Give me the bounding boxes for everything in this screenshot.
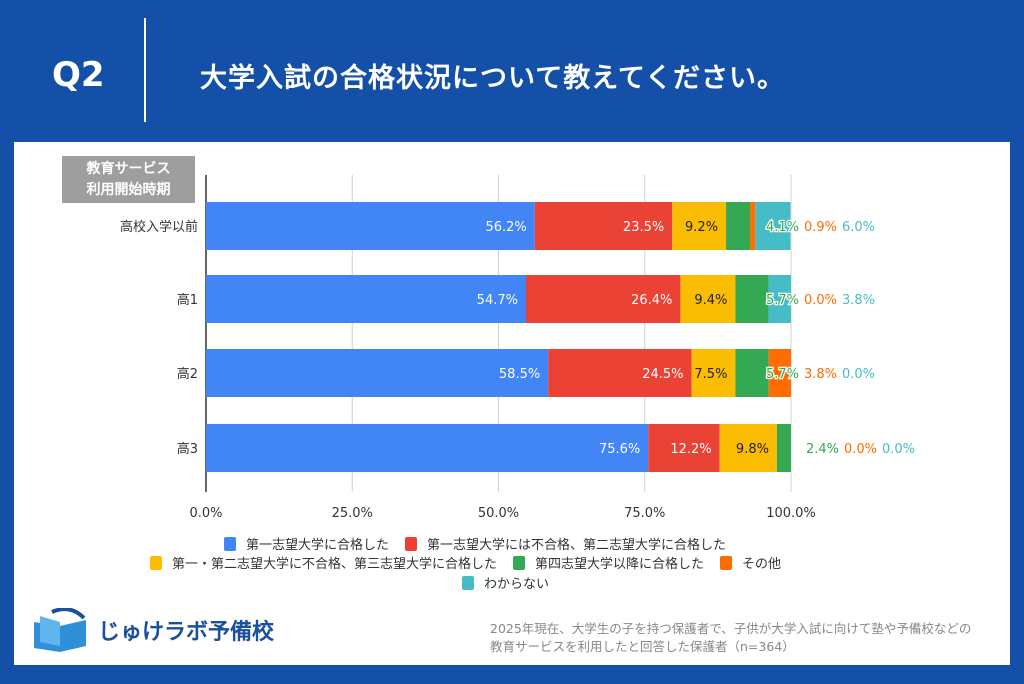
legend-row: 第一志望大学に合格した 第一志望大学には不合格、第二志望大学に合格した <box>224 534 742 553</box>
bar-segment <box>735 349 769 397</box>
bar-segment <box>525 275 681 323</box>
legend-swatch <box>150 555 162 570</box>
data-label: 9.2% <box>685 220 718 235</box>
bar-segment <box>206 275 526 323</box>
bar-segment <box>726 202 751 250</box>
legend-swatch <box>513 555 526 570</box>
bar-segment <box>755 202 791 250</box>
legend-label: 第一・第二志望大学に不合格、第三志望大学に合格した <box>172 557 498 572</box>
legend-item: その他 <box>720 553 781 572</box>
category-label: 高1 <box>177 292 198 308</box>
x-tick-label: 100.0% <box>766 506 816 521</box>
data-label: 23.5% <box>623 220 664 235</box>
legend-item: 第四志望大学以降に合格した <box>513 553 704 572</box>
data-label: 75.6% <box>599 442 640 457</box>
legend-label: わからない <box>484 577 550 592</box>
bar-segment <box>680 275 736 323</box>
data-label: 54.7% <box>477 293 518 308</box>
data-label: 9.8% <box>736 442 769 457</box>
x-tick-label: 0.0% <box>189 506 222 521</box>
data-label: 12.2% <box>670 442 711 457</box>
data-label: 3.8% <box>804 367 837 382</box>
data-label: 24.5% <box>642 367 683 382</box>
legend-label: その他 <box>742 557 782 572</box>
data-label: 4.1% <box>766 220 799 235</box>
legend-row: わからない <box>462 573 565 592</box>
data-label: 0.9% <box>804 220 837 235</box>
legend-label: 第一志望大学には不合格、第二志望大学に合格した <box>427 538 727 553</box>
data-label: 26.4% <box>631 293 672 308</box>
data-label: 2.4% <box>806 442 839 457</box>
logo: じゅけラボ予備校 <box>30 608 274 652</box>
bar-segment <box>750 202 756 250</box>
legend-item: 第一志望大学に合格した <box>224 534 389 553</box>
bar-segment <box>206 424 649 472</box>
bar-segment <box>206 202 535 250</box>
legend-item: わからない <box>462 573 549 592</box>
data-label: 5.7% <box>766 367 799 382</box>
legend-swatch <box>462 575 474 590</box>
legend-label: 第一志望大学に合格した <box>246 538 390 553</box>
y-axis-label-line: 教育サービス <box>86 161 171 177</box>
bar-segment <box>206 349 549 397</box>
logo-text: じゅけラボ予備校 <box>98 620 275 645</box>
y-axis-label: 教育サービス 利用開始時期 <box>62 156 195 203</box>
data-label: 7.5% <box>694 367 727 382</box>
x-tick-label: 75.0% <box>624 506 665 521</box>
question-number: Q2 <box>52 55 105 95</box>
category-label: 高校入学以前 <box>120 219 198 235</box>
data-label: 58.5% <box>499 367 540 382</box>
y-axis-label-line: 利用開始時期 <box>86 182 171 198</box>
category-label: 高2 <box>177 366 198 382</box>
category-label: 高3 <box>177 441 198 457</box>
footnote-line: 2025年現在、大学生の子を持つ保護者で、子供が大学入試に向けて塾や予備校などの <box>490 621 972 636</box>
data-label: 6.0% <box>842 220 875 235</box>
bar-segment <box>534 202 673 250</box>
legend-item: 第一志望大学には不合格、第二志望大学に合格した <box>405 534 726 553</box>
bar-segment <box>672 202 727 250</box>
bar-segment <box>719 424 777 472</box>
data-label: 3.8% <box>842 293 875 308</box>
legend-label: 第四志望大学以降に合格した <box>535 557 705 572</box>
data-label: 0.0% <box>882 442 915 457</box>
data-label: 0.0% <box>844 442 877 457</box>
data-label: 5.7% <box>766 293 799 308</box>
bar-segment <box>768 275 791 323</box>
bar-segment <box>691 349 736 397</box>
legend-item: 第一・第二志望大学に不合格、第三志望大学に合格した <box>150 553 497 572</box>
legend-row: 第一・第二志望大学に不合格、第三志望大学に合格した 第四志望大学以降に合格した その… <box>150 553 797 572</box>
footnote-line: 教育サービスを利用したと回答した保護者（n=364） <box>490 639 795 654</box>
bar-segment <box>648 424 720 472</box>
data-label: 9.4% <box>694 293 727 308</box>
page-title: 大学入試の合格状況について教えてください。 <box>200 63 786 94</box>
bar-segment <box>776 424 791 472</box>
book-logo-icon <box>34 608 86 652</box>
data-label: 0.0% <box>804 293 837 308</box>
legend-swatch <box>405 536 418 551</box>
x-tick-label: 25.0% <box>332 506 373 521</box>
legend-swatch <box>224 536 236 551</box>
footnote: 2025年現在、大学生の子を持つ保護者で、子供が大学入試に向けて塾や予備校などの… <box>490 620 971 656</box>
data-label: 0.0% <box>842 367 875 382</box>
bar-segment <box>768 349 791 397</box>
legend-swatch <box>720 555 733 570</box>
header-divider <box>144 18 146 122</box>
data-label: 56.2% <box>485 220 526 235</box>
bar-segment <box>548 349 692 397</box>
bar-segment <box>735 275 769 323</box>
x-tick-label: 50.0% <box>478 506 519 521</box>
